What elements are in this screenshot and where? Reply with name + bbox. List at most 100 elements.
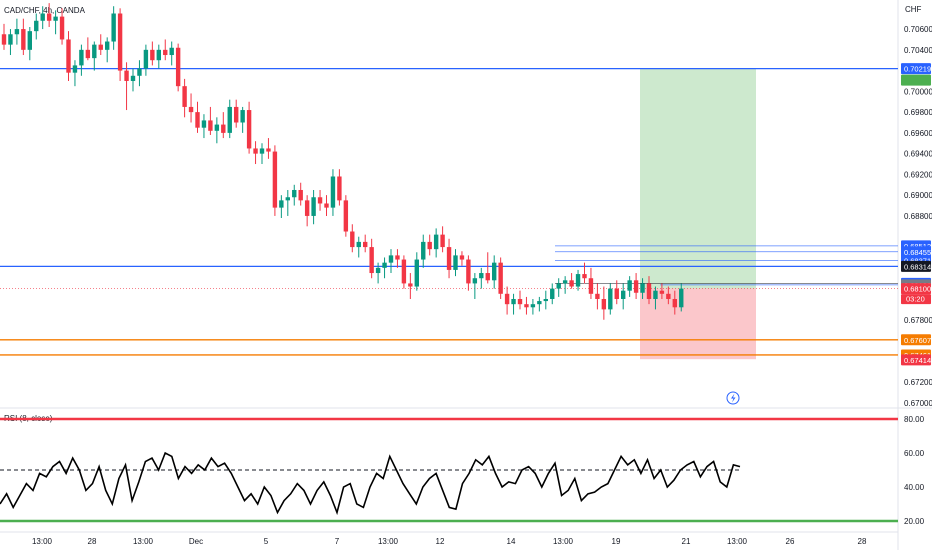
time-tick-label: 5 bbox=[264, 537, 269, 546]
rsi-axis-ticks: 80.00 60.00 40.00 20.00 bbox=[904, 415, 925, 526]
price-pane[interactable] bbox=[0, 0, 898, 408]
price-tag bbox=[901, 283, 931, 295]
price-tag-label: 0.68314 bbox=[904, 262, 931, 271]
rsi-line bbox=[0, 451, 741, 516]
long-position-tool[interactable] bbox=[640, 68, 756, 360]
time-tick-label: 13:00 bbox=[727, 537, 748, 546]
price-tick-label: 0.67800 bbox=[904, 316, 932, 325]
price-tick-label: 0.70400 bbox=[904, 46, 932, 55]
candle-body bbox=[427, 241, 432, 250]
time-tick-label: 13:00 bbox=[32, 537, 53, 546]
candle-body bbox=[543, 298, 548, 302]
candle-body bbox=[614, 288, 619, 299]
candlesticks[interactable] bbox=[1, 3, 684, 320]
price-tick-label: 0.67200 bbox=[904, 378, 932, 387]
price-axis-ticks: 0.70600 0.70400 0.70000 0.69800 0.69600 0.694… bbox=[904, 25, 932, 408]
stop-zone bbox=[640, 288, 756, 360]
candle-body bbox=[337, 176, 342, 201]
candle-body bbox=[575, 274, 581, 287]
candle-body bbox=[562, 280, 568, 284]
time-tick-label: 19 bbox=[612, 537, 621, 546]
currency-label: CHF bbox=[905, 5, 922, 14]
candle-body bbox=[98, 44, 103, 50]
candle-body bbox=[453, 255, 458, 270]
price-tag-label: 0.70219 bbox=[904, 65, 931, 74]
candle-body bbox=[53, 16, 58, 21]
candle-body bbox=[388, 255, 394, 263]
candle-body bbox=[472, 278, 478, 284]
rsi-tick-label: 80.00 bbox=[904, 415, 925, 424]
candle-body bbox=[621, 290, 626, 299]
candle-body bbox=[92, 44, 97, 59]
candle-body bbox=[1, 34, 7, 45]
candle-body bbox=[408, 283, 413, 287]
time-tick-label: 14 bbox=[507, 537, 516, 546]
price-tick-label: 0.69800 bbox=[904, 108, 932, 117]
candle-body bbox=[504, 293, 510, 305]
candle-body bbox=[266, 148, 271, 152]
candle-body bbox=[414, 259, 419, 287]
candle-body bbox=[34, 20, 39, 32]
price-tag-label: 0.67607 bbox=[904, 336, 931, 345]
candle-body bbox=[85, 49, 91, 59]
candle-body bbox=[46, 13, 52, 21]
candle-body bbox=[259, 148, 265, 154]
candle-body bbox=[550, 288, 555, 299]
candle-body bbox=[356, 241, 361, 248]
candle-body bbox=[608, 288, 613, 310]
rsi-tick-label: 20.00 bbox=[904, 517, 925, 526]
candle-body bbox=[27, 31, 32, 50]
rsi-tick-label: 40.00 bbox=[904, 483, 925, 492]
candle-body bbox=[646, 283, 652, 299]
candle-body bbox=[72, 65, 78, 73]
candle-body bbox=[182, 86, 187, 107]
price-tag-label: 0.67414 bbox=[904, 356, 931, 365]
candle-body bbox=[143, 49, 149, 69]
symbol-title[interactable]: CAD/CHF, 4h, OANDA bbox=[4, 6, 86, 15]
price-tag bbox=[901, 63, 931, 75]
candle-body bbox=[440, 234, 445, 248]
price-tick-label: 0.69400 bbox=[904, 150, 932, 159]
candle-body bbox=[524, 304, 529, 308]
candle-body bbox=[8, 34, 13, 45]
candle-body bbox=[169, 47, 174, 56]
candle-body bbox=[459, 255, 465, 260]
candle-body bbox=[150, 49, 155, 61]
candle-body bbox=[188, 106, 194, 113]
countdown-tag bbox=[901, 294, 931, 305]
candle-body bbox=[517, 298, 523, 305]
candle-body bbox=[279, 200, 284, 208]
candle-body bbox=[330, 176, 336, 208]
candle-body bbox=[382, 262, 387, 268]
candle-body bbox=[317, 197, 323, 204]
candle-body bbox=[653, 290, 658, 299]
candle-body bbox=[627, 280, 632, 291]
candle-body bbox=[556, 283, 561, 289]
time-tick-label: 28 bbox=[88, 537, 97, 546]
candle-body bbox=[240, 110, 245, 123]
candle-body bbox=[679, 288, 684, 308]
candle-body bbox=[401, 259, 407, 284]
lightning-icon[interactable] bbox=[726, 391, 740, 405]
candle-body bbox=[511, 298, 516, 305]
candle-body bbox=[124, 70, 129, 81]
price-tick-label: 0.69600 bbox=[904, 129, 932, 138]
candle-body bbox=[433, 234, 439, 250]
candle-body bbox=[640, 283, 645, 293]
horizontal-levels[interactable] bbox=[0, 67, 898, 356]
candle-body bbox=[601, 298, 607, 310]
rsi-tick-label: 60.00 bbox=[904, 449, 925, 458]
price-tick-label: 0.69200 bbox=[904, 170, 932, 179]
candle-body bbox=[40, 13, 45, 21]
time-tick-label: Dec bbox=[189, 537, 203, 546]
time-tick-label: 7 bbox=[335, 537, 340, 546]
candle-body bbox=[466, 259, 471, 284]
price-tag bbox=[901, 354, 931, 366]
rsi-indicator[interactable] bbox=[0, 417, 898, 523]
candle-body bbox=[227, 106, 232, 133]
candle-body bbox=[633, 280, 639, 293]
candle-body bbox=[14, 29, 20, 35]
candle-body bbox=[21, 29, 26, 50]
candle-body bbox=[582, 274, 587, 279]
